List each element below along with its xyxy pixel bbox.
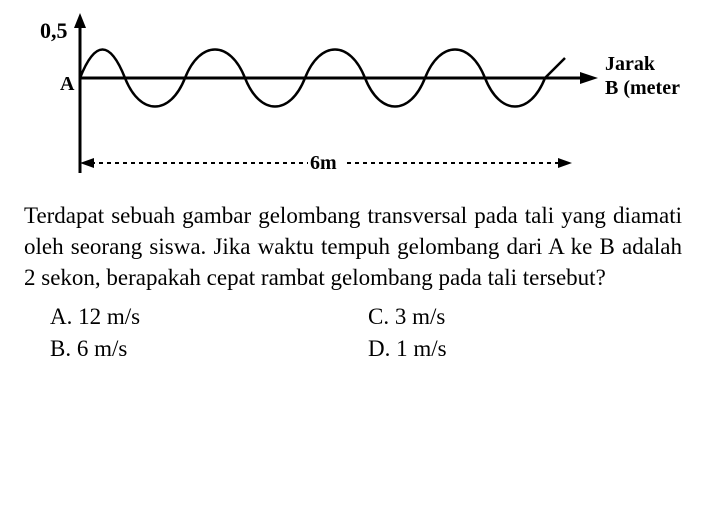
- option-d: D. 1 m/s: [368, 333, 686, 365]
- question-text: Terdapat sebuah gambar gelombang transve…: [20, 200, 686, 293]
- option-a: A. 12 m/s: [50, 301, 368, 333]
- distance-label: 6m: [310, 152, 337, 174]
- x-axis-label-2: B (meter): [605, 77, 680, 99]
- wave-diagram: 0,5 A Jarak B (meter) 6m: [20, 8, 680, 188]
- x-axis-label-1: Jarak: [605, 53, 656, 75]
- origin-label: A: [60, 73, 75, 95]
- options-container: A. 12 m/s C. 3 m/s B. 6 m/s D. 1 m/s: [20, 301, 686, 365]
- option-b: B. 6 m/s: [50, 333, 368, 365]
- option-c: C. 3 m/s: [368, 301, 686, 333]
- y-axis-label: 0,5: [40, 18, 68, 43]
